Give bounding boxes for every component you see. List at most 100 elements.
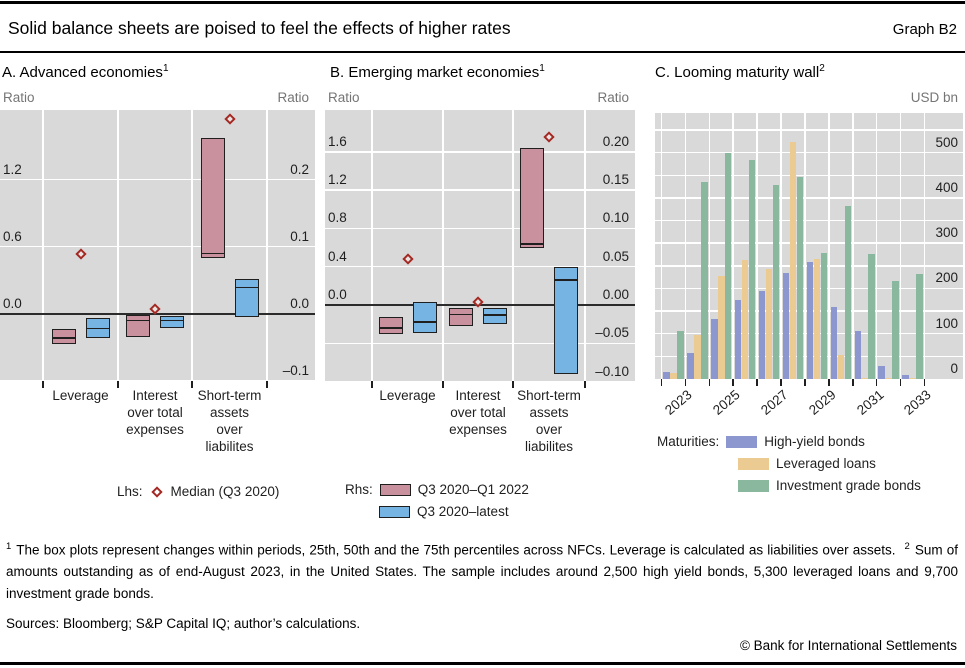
panel-a-footnote-marker: 1: [162, 63, 169, 74]
bar-leveraged-loans: [837, 354, 845, 379]
gridline: [0, 245, 315, 248]
legend-maturities-row-1: Maturities: High-yield bonds: [657, 434, 865, 449]
box-median-line: [52, 337, 75, 339]
box-median-line: [413, 321, 436, 323]
bar-high-yield-bonds: [687, 353, 694, 379]
right-axis-tick-label: 500: [935, 134, 958, 150]
bar-investment-grade-bonds: [868, 254, 875, 379]
gridline: [325, 189, 635, 191]
left-axis-tick-label: 1.2: [328, 172, 347, 188]
bar-investment-grade-bonds: [677, 331, 684, 379]
bar-leveraged-loans: [813, 258, 821, 379]
bar-leveraged-loans: [694, 334, 701, 379]
footnote-block: 1 The box plots represent changes within …: [6, 536, 958, 604]
bar-investment-grade-bonds: [748, 160, 756, 379]
axis-tick: [708, 379, 711, 386]
gridline: [923, 113, 926, 379]
bar-leveraged-loans: [765, 269, 773, 379]
box-q3-2020-latest: [483, 308, 507, 325]
panel-b-title: B. Emerging market economies1: [330, 63, 545, 81]
legend-lhs-item-label: Median (Q3 2020): [170, 484, 280, 499]
axis-tick: [584, 381, 586, 388]
box-q3-2020-q1-2022: [449, 308, 473, 327]
right-axis-tick-label: 0.05: [602, 248, 629, 264]
median-q3-2020-diamond-marker: [74, 248, 87, 260]
right-axis-tick-label: 0: [950, 361, 958, 376]
box-median-line: [555, 279, 577, 281]
category-label: Leverage: [52, 388, 109, 403]
bar-leveraged-loans: [741, 259, 749, 379]
title-divider-rule: [0, 51, 965, 53]
axis-tick: [684, 379, 687, 386]
box-median-line: [86, 327, 109, 330]
bar-leveraged-loans: [718, 275, 725, 379]
right-axis-tick-label: –0.05: [595, 325, 629, 341]
axis-tick: [42, 381, 44, 388]
right-axis-tick-label: 0.0: [290, 295, 309, 311]
bar-leveraged-loans: [861, 378, 868, 379]
gridline: [371, 110, 373, 381]
median-diamond-legend-icon: [150, 485, 163, 498]
bar-high-yield-bonds: [758, 291, 766, 379]
gridline: [325, 265, 635, 268]
gridline: [325, 227, 635, 230]
legend-maturities-label: Maturities:: [657, 434, 720, 449]
panel-c-plot-area: 0 100 200 300 400 500 2023 2025 2027 2029 2031 2033: [655, 113, 963, 418]
investment-grade-bonds-legend-swatch: [738, 479, 769, 492]
median-q3-2020-diamond-marker: [543, 131, 555, 144]
gridline: [684, 113, 687, 379]
box-q3-2020-q1-2022: [51, 328, 76, 344]
gridline: [655, 219, 963, 222]
left-axis-tick-label: 0.0: [3, 295, 22, 311]
gridline: [708, 113, 711, 379]
blue-box-legend-swatch: [379, 505, 410, 518]
gridline: [442, 110, 444, 381]
category-label: Interest over total expenses: [126, 388, 184, 437]
category-label: Short-term assets over liabilites: [517, 388, 581, 454]
footnote-2-marker: 2: [904, 541, 910, 552]
gridline: [852, 113, 854, 379]
gridline: [655, 151, 963, 154]
panel-b-title-text: B. Emerging market economies: [330, 64, 540, 81]
gridline: [0, 379, 315, 382]
box-q3-2020-q1-2022: [126, 314, 150, 337]
gridline: [655, 197, 963, 199]
gridline: [732, 113, 734, 379]
leveraged-loans-legend-swatch: [738, 457, 769, 470]
box-q3-2020-latest: [234, 278, 259, 317]
gridline: [512, 110, 514, 381]
gridline: [584, 110, 586, 381]
axis-tick: [512, 381, 514, 388]
axis-tick: [756, 379, 758, 386]
bar-high-yield-bonds: [711, 319, 718, 379]
copyright-line: © Bank for International Settlements: [739, 638, 957, 653]
gridline: [875, 113, 878, 379]
gridline: [325, 380, 635, 383]
panel-c-title: C. Looming maturity wall2: [655, 63, 825, 81]
left-axis-tick-label: 0.4: [328, 248, 347, 264]
gridline: [266, 110, 268, 381]
axis-tick: [875, 379, 878, 386]
bar-high-yield-bonds: [734, 299, 742, 379]
legend-maturities-row-3: Investment grade bonds: [738, 478, 921, 493]
graph-number-label: Graph B2: [892, 21, 957, 38]
axis-tick: [780, 379, 782, 386]
legend-maturities-item-2-label: Leveraged loans: [776, 456, 876, 471]
panel-c-title-text: C. Looming maturity wall: [655, 64, 820, 81]
legend-rhs-label: Rhs:: [345, 482, 373, 497]
right-axis-tick-label: 200: [935, 270, 958, 286]
box-median-line: [127, 319, 149, 322]
gridline: [42, 110, 44, 381]
legend-maturities-item-1-label: High-yield bonds: [764, 434, 865, 449]
zero-line: [0, 312, 315, 315]
box-q3-2020-q1-2022: [200, 137, 225, 258]
panel-a-title-text: A. Advanced economies: [2, 64, 163, 81]
axis-tick: [804, 379, 806, 386]
right-axis-tick-label: 300: [935, 225, 958, 241]
left-axis-tick-label: 1.2: [3, 161, 22, 177]
bar-high-yield-bonds: [830, 307, 838, 379]
axis-tick: [732, 379, 734, 386]
right-axis-tick-label: 0.00: [602, 287, 629, 302]
right-axis-tick-label: 400: [935, 179, 958, 195]
